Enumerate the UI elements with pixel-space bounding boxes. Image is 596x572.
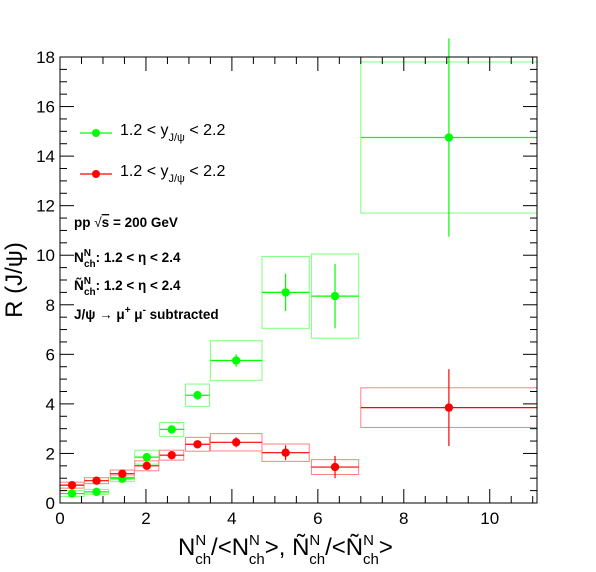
point-s1-p6 — [231, 438, 241, 447]
y-tick-label: 18 — [36, 48, 55, 67]
y-tick-label: 0 — [46, 494, 55, 513]
y-tick-label: 4 — [46, 395, 55, 414]
y-tick-label: 16 — [36, 98, 55, 117]
point-s0-p9 — [444, 133, 454, 142]
point-s1-p5 — [193, 440, 202, 449]
legend-entry-green: 1.2 < yJ/ψ < 2.2 — [80, 122, 225, 144]
point-s1-p0 — [67, 480, 77, 490]
y-tick-label: 10 — [36, 246, 55, 265]
y-axis-ticks: 0 2 4 6 8 10 12 14 16 18 — [36, 48, 537, 513]
annotation-nch-tilde: ÑN ch: 1.2 < η < 2.4 — [74, 276, 181, 298]
data-markers — [67, 133, 454, 498]
x-tick-label: 10 — [480, 509, 499, 528]
y-tick-label: 6 — [46, 345, 55, 364]
point-s0-p7 — [281, 288, 290, 297]
y-axis-title: R (J/ψ) — [1, 242, 28, 318]
legend-entry-red: 1.2 < yJ/ψ < 2.2 — [80, 163, 225, 185]
point-s0-p4 — [167, 425, 176, 434]
y-tick-label: 8 — [46, 296, 55, 315]
point-s0-p3 — [142, 452, 152, 462]
point-s1-p4 — [167, 450, 176, 460]
point-s0-p8 — [330, 291, 340, 301]
point-s0-p0 — [67, 489, 77, 498]
x-tick-label: 6 — [313, 509, 322, 528]
point-s0-p5 — [193, 391, 202, 400]
x-tick-label: 4 — [227, 509, 236, 528]
point-s1-p3 — [142, 461, 152, 471]
x-tick-label: 2 — [141, 509, 150, 528]
y-tick-label: 14 — [36, 147, 55, 166]
y-tick-label: 12 — [36, 197, 55, 216]
x-axis-title: NN ch/<NN ch>, ÑN ch/<ÑN ch> — [178, 532, 393, 568]
point-s1-p7 — [281, 448, 290, 457]
annotation-energy: pp √s = 200 GeV — [74, 215, 178, 230]
annotation-subtracted: J/ψ → μ+ μ- subtracted — [74, 305, 219, 322]
point-s1-p9 — [444, 403, 454, 412]
point-s0-p6 — [231, 356, 241, 365]
point-s1-p8 — [330, 462, 340, 472]
legend: 1.2 < yJ/ψ < 2.2 1.2 < yJ/ψ < 2.2 — [80, 122, 225, 185]
svg-text:1.2 < yJ/ψ < 2.2: 1.2 < yJ/ψ < 2.2 — [120, 163, 225, 185]
x-axis-ticks: 0 2 4 6 8 10 — [55, 57, 534, 528]
point-s1-p1 — [92, 476, 101, 485]
annotations: pp √s = 200 GeV NN ch: 1.2 < η < 2.4 ÑN ch… — [74, 215, 219, 322]
svg-text:1.2 < yJ/ψ < 2.2: 1.2 < yJ/ψ < 2.2 — [120, 122, 225, 144]
annotation-nch: NN ch: 1.2 < η < 2.4 — [74, 248, 181, 270]
y-tick-label: 2 — [46, 444, 55, 463]
x-tick-label: 0 — [55, 509, 64, 528]
point-s0-p1 — [92, 487, 101, 497]
x-tick-label: 8 — [399, 509, 408, 528]
point-s1-p2 — [118, 469, 127, 478]
